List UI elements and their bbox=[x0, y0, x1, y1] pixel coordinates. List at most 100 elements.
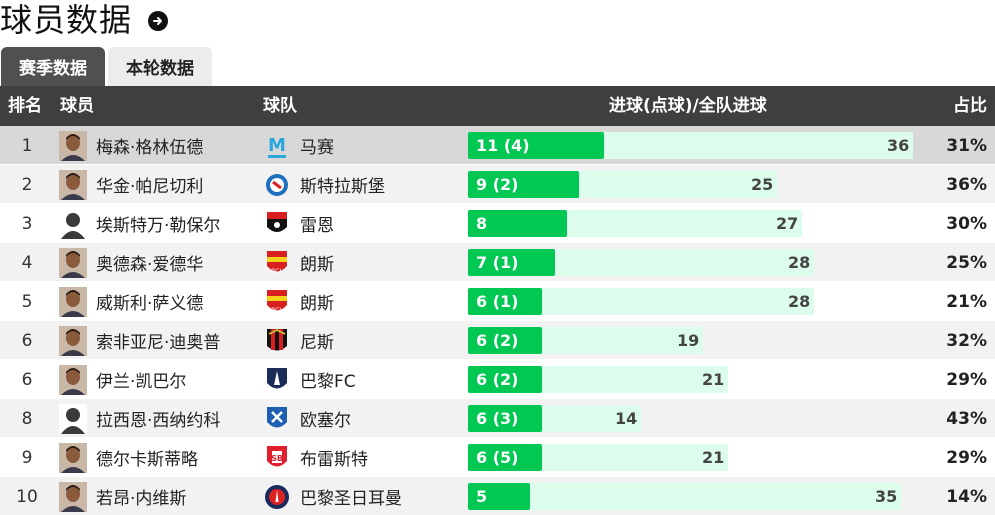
row-rank: 2 bbox=[21, 174, 33, 195]
page-title: 球员数据 bbox=[0, 1, 133, 39]
table-row[interactable]: 8 拉西恩·西纳约科 欧塞尔 6 (3) 14 43% bbox=[0, 399, 995, 438]
table-row[interactable]: 4 奥德森·爱德华 RCL 朗斯 7 (1) 28 25% bbox=[0, 243, 995, 282]
team-name[interactable]: 欧塞尔 bbox=[300, 411, 351, 431]
goal-share: 32% bbox=[946, 330, 987, 351]
team-goals-total: 36 bbox=[887, 136, 910, 155]
goal-share: 30% bbox=[946, 213, 987, 234]
goals-bar: 9 (2) 25 bbox=[468, 165, 913, 204]
table-body: 1 梅森·格林伍德 M 马赛 11 (4) 36 31% 2 华金·帕尼切利 斯特拉斯堡 9 (2)… bbox=[0, 126, 995, 515]
svg-text:RCL: RCL bbox=[271, 307, 283, 314]
col-player: 球员 bbox=[60, 96, 94, 116]
goal-share: 29% bbox=[946, 369, 987, 390]
svg-text:RCL: RCL bbox=[271, 268, 283, 275]
row-rank: 5 bbox=[21, 291, 33, 312]
table-row[interactable]: 6 伊兰·凯巴尔 巴黎FC 6 (2) 21 29% bbox=[0, 360, 995, 399]
table-row[interactable]: 2 华金·帕尼切利 斯特拉斯堡 9 (2) 25 36% bbox=[0, 165, 995, 204]
goals-label: 8 bbox=[476, 214, 488, 233]
table-row[interactable]: 6 索非亚尼·迪奥普 尼斯 6 (2) 19 32% bbox=[0, 321, 995, 360]
table-row[interactable]: 3 埃斯特万·勒保尔 雷恩 8 27 30% bbox=[0, 204, 995, 243]
player-name[interactable]: 华金·帕尼切利 bbox=[96, 177, 204, 197]
team-name[interactable]: 雷恩 bbox=[300, 216, 334, 236]
team-name[interactable]: 朗斯 bbox=[300, 255, 334, 275]
lens-badge-icon: RCL bbox=[263, 282, 291, 321]
player-goals-bar bbox=[468, 444, 542, 471]
row-rank: 9 bbox=[21, 447, 33, 468]
table-row[interactable]: 9 德尔卡斯蒂略 SB 布雷斯特 6 (5) 21 29% bbox=[0, 438, 995, 477]
player-goals-bar bbox=[468, 210, 567, 237]
player-goals-bar bbox=[468, 132, 604, 159]
player-goals-bar bbox=[468, 366, 542, 393]
goal-share: 14% bbox=[946, 486, 987, 507]
team-name[interactable]: 斯特拉斯堡 bbox=[300, 177, 385, 197]
col-share: 占比 bbox=[953, 96, 987, 116]
goals-bar: 8 27 bbox=[468, 204, 913, 243]
goals-bar: 6 (2) 19 bbox=[468, 321, 913, 360]
col-rank: 排名 bbox=[8, 96, 42, 116]
team-goals-total: 35 bbox=[875, 487, 898, 506]
player-goals-bar bbox=[468, 483, 530, 510]
goals-label: 9 (2) bbox=[476, 175, 519, 194]
photo-avatar-icon bbox=[59, 360, 87, 399]
team-name[interactable]: 朗斯 bbox=[300, 294, 334, 314]
row-rank: 4 bbox=[21, 252, 33, 273]
goals-label: 5 bbox=[476, 487, 488, 506]
goal-share: 25% bbox=[946, 252, 987, 273]
tab-season-stats[interactable]: 赛季数据 bbox=[1, 47, 105, 86]
goals-bar: 6 (2) 21 bbox=[468, 360, 913, 399]
player-name[interactable]: 拉西恩·西纳约科 bbox=[96, 411, 221, 431]
team-goals-total: 28 bbox=[788, 292, 811, 311]
team-goals-total: 21 bbox=[702, 370, 725, 389]
team-name[interactable]: 布雷斯特 bbox=[300, 450, 368, 470]
player-name[interactable]: 奥德森·爱德华 bbox=[96, 255, 204, 275]
table-row[interactable]: 1 梅森·格林伍德 M 马赛 11 (4) 36 31% bbox=[0, 126, 995, 165]
goal-share: 31% bbox=[946, 135, 987, 156]
goals-label: 7 (1) bbox=[476, 253, 519, 272]
player-name[interactable]: 威斯利·萨义德 bbox=[96, 294, 204, 314]
team-goals-total: 25 bbox=[751, 175, 774, 194]
row-rank: 3 bbox=[21, 213, 33, 234]
goals-bar: 6 (1) 28 bbox=[468, 282, 913, 321]
silhouette-avatar-icon bbox=[59, 204, 87, 243]
page-header: 球员数据 bbox=[0, 0, 169, 40]
team-name[interactable]: 马赛 bbox=[300, 138, 334, 158]
goal-share: 29% bbox=[946, 447, 987, 468]
goal-share: 21% bbox=[946, 291, 987, 312]
col-goals: 进球(点球)/全队进球 bbox=[609, 96, 767, 116]
team-goals-total: 27 bbox=[776, 214, 799, 233]
goals-bar: 6 (3) 14 bbox=[468, 399, 913, 438]
row-rank: 6 bbox=[21, 369, 33, 390]
team-goals-total: 14 bbox=[615, 409, 638, 428]
goals-label: 6 (2) bbox=[476, 370, 519, 389]
player-name[interactable]: 若昂·内维斯 bbox=[96, 489, 187, 509]
player-name[interactable]: 埃斯特万·勒保尔 bbox=[96, 216, 221, 236]
arrow-right-icon[interactable] bbox=[148, 11, 169, 31]
player-name[interactable]: 索非亚尼·迪奥普 bbox=[96, 333, 221, 353]
player-name[interactable]: 梅森·格林伍德 bbox=[96, 138, 204, 158]
paris-fc-badge-icon bbox=[263, 360, 291, 399]
team-name[interactable]: 巴黎FC bbox=[300, 372, 356, 392]
row-rank: 8 bbox=[21, 408, 33, 429]
photo-avatar-icon bbox=[59, 282, 87, 321]
rennes-badge-icon bbox=[263, 204, 291, 243]
goals-bar: 6 (5) 21 bbox=[468, 438, 913, 477]
table-row[interactable]: 10 若昂·内维斯 巴黎圣日耳曼 5 35 14% bbox=[0, 477, 995, 515]
player-name[interactable]: 德尔卡斯蒂略 bbox=[96, 450, 198, 470]
row-rank: 1 bbox=[21, 135, 33, 156]
tab-round-stats[interactable]: 本轮数据 bbox=[108, 47, 212, 86]
marseille-badge-icon: M bbox=[263, 126, 291, 165]
svg-text:SB: SB bbox=[271, 454, 283, 463]
team-name[interactable]: 巴黎圣日耳曼 bbox=[300, 489, 402, 509]
player-stats-table: 排名 球员 球队 进球(点球)/全队进球 占比 1 梅森·格林伍德 M 马赛 11 (4… bbox=[0, 86, 995, 515]
player-name[interactable]: 伊兰·凯巴尔 bbox=[96, 372, 187, 392]
table-row[interactable]: 5 威斯利·萨义德 RCL 朗斯 6 (1) 28 21% bbox=[0, 282, 995, 321]
team-name[interactable]: 尼斯 bbox=[300, 333, 334, 353]
team-goals-bar bbox=[468, 483, 901, 510]
photo-avatar-icon bbox=[59, 165, 87, 204]
silhouette-avatar-icon bbox=[59, 399, 87, 438]
goals-label: 6 (1) bbox=[476, 292, 519, 311]
auxerre-badge-icon bbox=[263, 399, 291, 438]
lens-badge-icon: RCL bbox=[263, 243, 291, 282]
goal-share: 43% bbox=[946, 408, 987, 429]
col-team: 球队 bbox=[263, 96, 297, 116]
goals-label: 6 (2) bbox=[476, 331, 519, 350]
